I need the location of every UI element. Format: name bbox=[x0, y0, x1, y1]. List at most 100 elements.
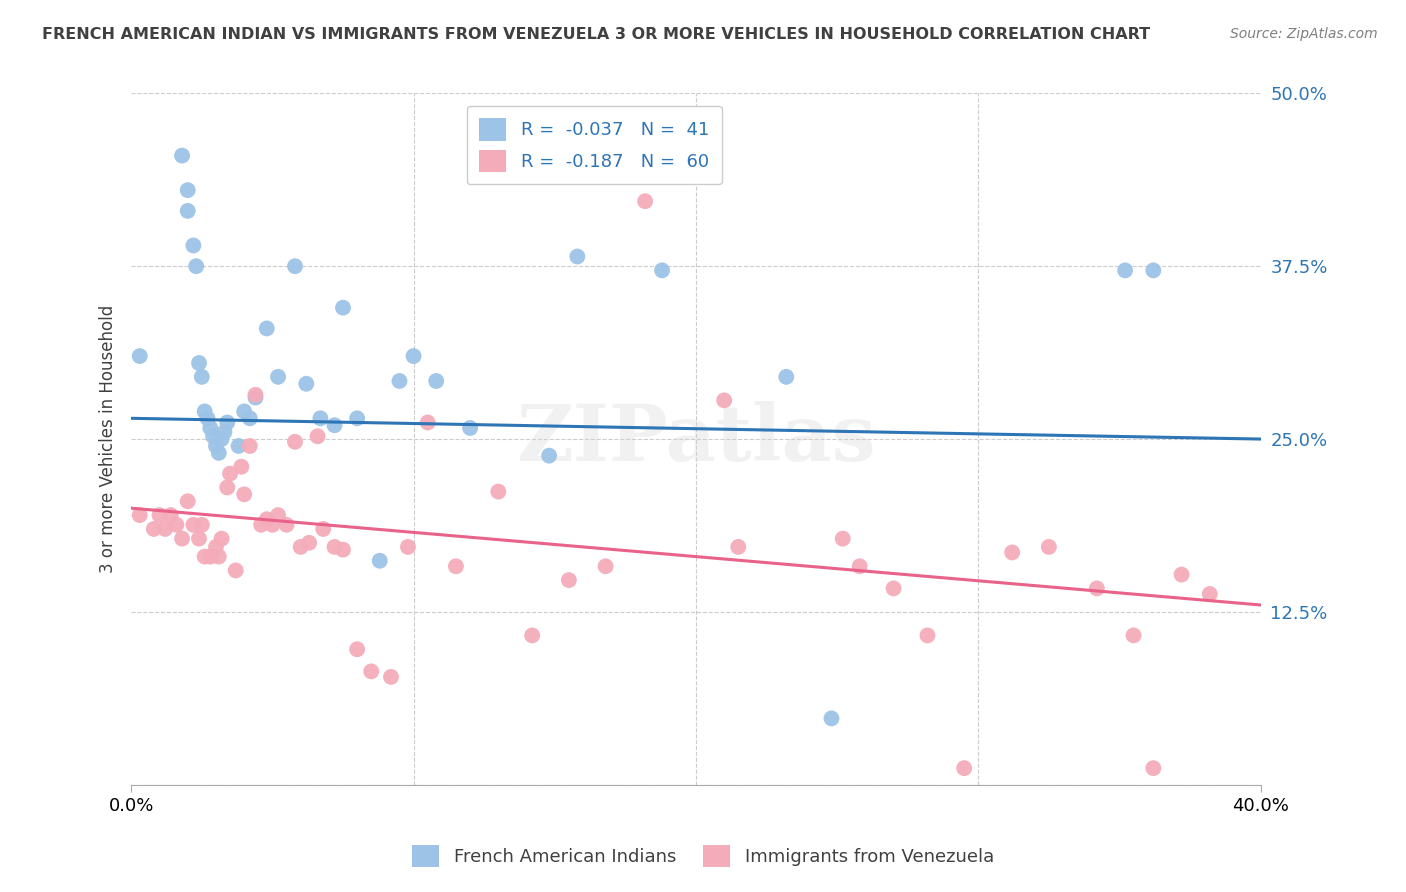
Point bbox=[634, 194, 657, 209]
Point bbox=[727, 540, 749, 554]
Point bbox=[250, 517, 273, 532]
Point bbox=[312, 522, 335, 536]
Point bbox=[298, 535, 321, 549]
Point bbox=[256, 512, 278, 526]
Point bbox=[188, 356, 211, 370]
Point bbox=[170, 532, 193, 546]
Point bbox=[295, 376, 318, 391]
Point bbox=[211, 532, 233, 546]
Point bbox=[183, 517, 205, 532]
Point bbox=[425, 374, 447, 388]
Text: ZIPatlas: ZIPatlas bbox=[516, 401, 876, 477]
Point bbox=[165, 517, 187, 532]
Point bbox=[217, 416, 239, 430]
Point bbox=[276, 517, 298, 532]
Point bbox=[267, 508, 290, 522]
Point bbox=[307, 429, 329, 443]
Y-axis label: 3 or more Vehicles in Household: 3 or more Vehicles in Household bbox=[100, 305, 117, 574]
Legend: French American Indians, Immigrants from Venezuela: French American Indians, Immigrants from… bbox=[405, 838, 1001, 874]
Point bbox=[202, 429, 225, 443]
Point bbox=[208, 549, 231, 564]
Point bbox=[820, 711, 842, 725]
Point bbox=[256, 321, 278, 335]
Point bbox=[651, 263, 673, 277]
Point bbox=[200, 549, 222, 564]
Point bbox=[177, 494, 200, 508]
Point bbox=[538, 449, 561, 463]
Point bbox=[214, 425, 236, 439]
Point bbox=[186, 259, 208, 273]
Point bbox=[267, 369, 290, 384]
Point bbox=[368, 554, 391, 568]
Point bbox=[567, 250, 589, 264]
Point bbox=[1198, 587, 1220, 601]
Point bbox=[148, 508, 170, 522]
Point bbox=[233, 487, 256, 501]
Point bbox=[402, 349, 425, 363]
Point bbox=[416, 416, 439, 430]
Point bbox=[1085, 582, 1108, 596]
Point bbox=[388, 374, 411, 388]
Point bbox=[219, 467, 242, 481]
Point bbox=[309, 411, 332, 425]
Point bbox=[194, 549, 217, 564]
Point bbox=[522, 628, 544, 642]
Point bbox=[211, 432, 233, 446]
Point bbox=[205, 540, 228, 554]
Point bbox=[380, 670, 402, 684]
Point bbox=[217, 480, 239, 494]
Point bbox=[128, 349, 150, 363]
Point bbox=[200, 421, 222, 435]
Point bbox=[208, 446, 231, 460]
Point bbox=[323, 418, 346, 433]
Point bbox=[486, 484, 509, 499]
Point bbox=[360, 665, 382, 679]
Point bbox=[153, 522, 176, 536]
Point bbox=[323, 540, 346, 554]
Point bbox=[205, 439, 228, 453]
Point bbox=[239, 411, 262, 425]
Text: Source: ZipAtlas.com: Source: ZipAtlas.com bbox=[1230, 27, 1378, 41]
Point bbox=[191, 369, 214, 384]
Point bbox=[239, 439, 262, 453]
Point bbox=[444, 559, 467, 574]
Point bbox=[1001, 545, 1024, 559]
Point bbox=[831, 532, 853, 546]
Text: FRENCH AMERICAN INDIAN VS IMMIGRANTS FROM VENEZUELA 3 OR MORE VEHICLES IN HOUSEH: FRENCH AMERICAN INDIAN VS IMMIGRANTS FRO… bbox=[42, 27, 1150, 42]
Point bbox=[183, 238, 205, 252]
Point bbox=[558, 573, 581, 587]
Point bbox=[1122, 628, 1144, 642]
Point bbox=[225, 563, 247, 577]
Point bbox=[713, 393, 735, 408]
Point bbox=[284, 259, 307, 273]
Point bbox=[170, 148, 193, 162]
Point bbox=[284, 434, 307, 449]
Point bbox=[191, 517, 214, 532]
Point bbox=[188, 532, 211, 546]
Point bbox=[228, 439, 250, 453]
Point bbox=[142, 522, 165, 536]
Point bbox=[245, 388, 267, 402]
Point bbox=[332, 542, 354, 557]
Legend: R =  -0.037   N =  41, R =  -0.187   N =  60: R = -0.037 N = 41, R = -0.187 N = 60 bbox=[467, 106, 721, 185]
Point bbox=[848, 559, 870, 574]
Point bbox=[159, 508, 181, 522]
Point bbox=[1114, 263, 1136, 277]
Point bbox=[194, 404, 217, 418]
Point bbox=[177, 183, 200, 197]
Point bbox=[595, 559, 617, 574]
Point bbox=[953, 761, 976, 775]
Point bbox=[290, 540, 312, 554]
Point bbox=[245, 391, 267, 405]
Point bbox=[231, 459, 253, 474]
Point bbox=[458, 421, 481, 435]
Point bbox=[1038, 540, 1060, 554]
Point bbox=[1170, 567, 1192, 582]
Point bbox=[346, 411, 368, 425]
Point bbox=[1142, 761, 1164, 775]
Point bbox=[262, 517, 284, 532]
Point bbox=[177, 203, 200, 218]
Point bbox=[332, 301, 354, 315]
Point bbox=[346, 642, 368, 657]
Point bbox=[197, 411, 219, 425]
